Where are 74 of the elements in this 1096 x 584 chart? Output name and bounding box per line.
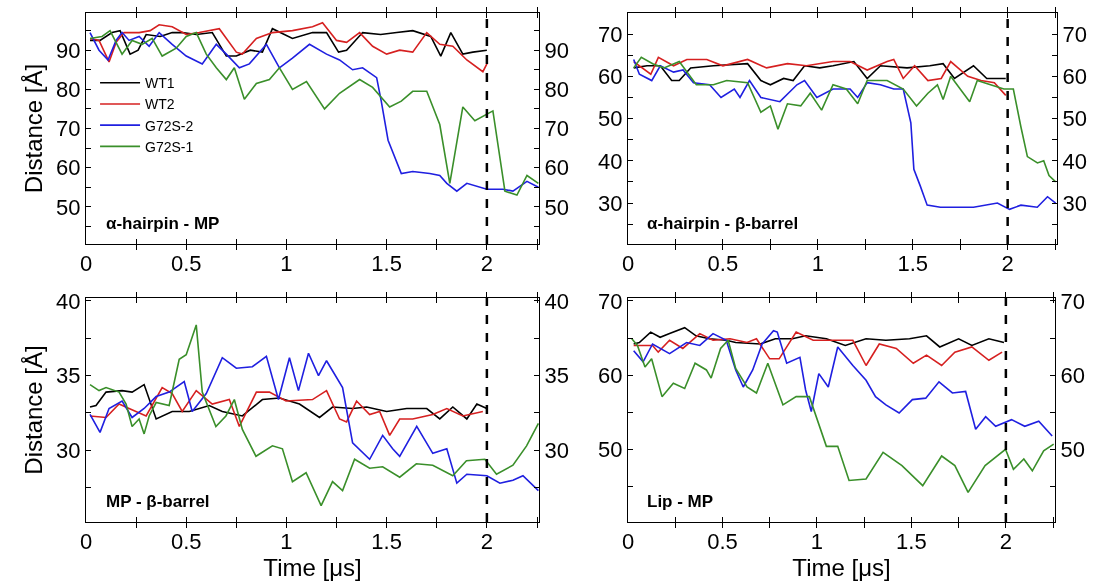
legend-label: WT1 [145, 75, 175, 92]
x-tick-label: 2 [480, 251, 494, 277]
y2-tick-label: 50 [544, 194, 569, 220]
y-tick-label: 50 [56, 194, 81, 220]
y2-tick-label: 60 [1062, 64, 1087, 90]
line-series [89, 21, 488, 73]
x-tick-label: 2 [1001, 251, 1014, 277]
y2-tick-label: 70 [1062, 21, 1087, 47]
y-tick-label: 40 [56, 288, 81, 314]
line-series [89, 386, 484, 437]
x-tick-label: 0.5 [707, 251, 739, 277]
x-tick-label: 0 [621, 529, 635, 555]
y-tick-label: 50 [598, 437, 623, 463]
y2-tick-label: 40 [1062, 148, 1087, 174]
y2-tick-label: 80 [544, 77, 569, 103]
y-tick-label: 70 [598, 21, 623, 47]
y2-tick-label: 35 [544, 363, 569, 389]
y2-tick-label: 30 [544, 438, 569, 464]
y-tick-label: 30 [598, 190, 623, 216]
legend-label: WT2 [145, 96, 175, 113]
line-series [630, 337, 1055, 494]
annotation: MP - β-barrel [106, 492, 210, 511]
line-series [632, 58, 1057, 211]
x-tick-label: 0.5 [170, 529, 202, 555]
x-tick-label: 2 [480, 529, 494, 555]
x-tick-label: 1.5 [371, 251, 402, 277]
annotation: Lip - MP [647, 492, 714, 511]
x-tick-label: 1 [810, 529, 824, 555]
x-tick-label: 0 [79, 529, 93, 555]
x-tick-label: 0.5 [707, 529, 738, 555]
y2-tick-label: 40 [544, 288, 569, 314]
x-tick-label: 0 [79, 251, 93, 277]
annotation: α-hairpin - β-barrel [647, 214, 799, 233]
y2-tick-label: 90 [544, 37, 569, 63]
y-tick-label: 60 [56, 155, 81, 181]
line-series [632, 326, 1005, 348]
y2-tick-label: 50 [1062, 106, 1087, 132]
x-tick-label: 1 [811, 251, 824, 277]
y-tick-label: 60 [598, 64, 623, 90]
legend-label: G72S-2 [145, 117, 194, 134]
line-series [632, 56, 1057, 183]
y2-tick-label: 30 [1062, 190, 1087, 216]
y2-tick-label: 70 [544, 116, 569, 142]
x-tick-label: 1 [280, 251, 293, 277]
x-axis-title: Time [μs] [792, 554, 891, 582]
y2-tick-label: 60 [1060, 362, 1085, 388]
y2-tick-label: 70 [1060, 288, 1085, 314]
y-tick-label: 35 [56, 363, 81, 389]
annotation: α-hairpin - MP [106, 214, 220, 233]
line-series [632, 331, 1003, 367]
x-tick-label: 1.5 [896, 529, 927, 555]
y-axis-title: Distance [Å] [20, 63, 48, 194]
x-tick-label: 1 [280, 529, 293, 555]
y-tick-label: 70 [56, 116, 81, 142]
y2-tick-label: 60 [544, 155, 569, 181]
y-tick-label: 60 [598, 362, 623, 388]
y-axis-title: Distance [Å] [20, 345, 48, 475]
x-tick-label: 1.5 [371, 529, 402, 555]
x-axis-title: Time [μs] [263, 554, 362, 582]
y-tick-label: 30 [56, 438, 81, 464]
y2-tick-label: 50 [1060, 437, 1085, 463]
y-tick-label: 90 [56, 37, 81, 63]
x-tick-label: 0 [621, 251, 635, 277]
line-series [89, 352, 539, 492]
x-tick-label: 2 [999, 529, 1013, 555]
line-series [632, 329, 1053, 437]
y-tick-label: 70 [598, 288, 623, 314]
y-tick-label: 50 [598, 106, 623, 132]
line-series [89, 27, 488, 57]
x-tick-label: 1.5 [897, 251, 929, 277]
legend-label: G72S-1 [145, 138, 194, 155]
x-tick-label: 0.5 [170, 251, 202, 277]
y-tick-label: 40 [598, 148, 623, 174]
y-tick-label: 80 [56, 77, 81, 103]
